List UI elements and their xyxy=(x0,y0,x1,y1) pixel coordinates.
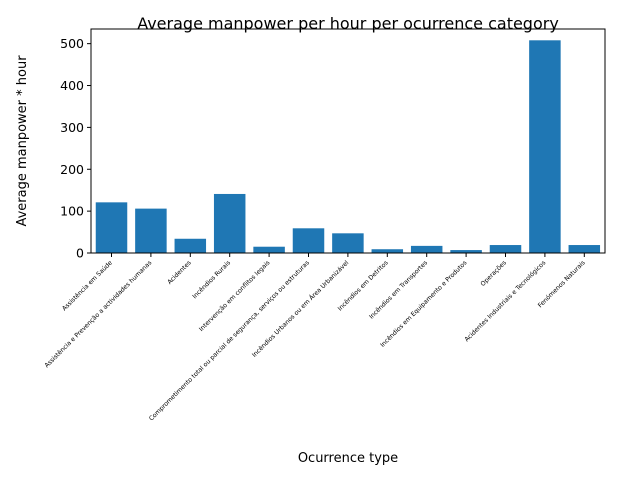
chart-title: Average manpower per hour per ocurrence … xyxy=(137,14,559,33)
x-axis-label: Ocurrence type xyxy=(298,451,398,466)
y-tick-label: 0 xyxy=(76,246,84,261)
bar xyxy=(174,238,207,253)
x-tick-label: Acidentes xyxy=(166,259,192,285)
x-tick-label: Acidentes Industriais e Tecnológicos xyxy=(463,259,548,344)
bar xyxy=(292,228,325,253)
plot-frame xyxy=(90,28,606,254)
x-tick-label: Incêndios Rurais xyxy=(191,259,233,301)
bar xyxy=(529,40,561,253)
y-tick-label: 300 xyxy=(60,120,84,135)
y-tick-label: 400 xyxy=(60,78,84,93)
bar xyxy=(450,250,482,253)
bar xyxy=(253,246,285,253)
x-tick-label: Operações xyxy=(480,259,508,287)
y-tick-label: 100 xyxy=(60,204,84,219)
y-tick-label: 500 xyxy=(60,36,84,51)
bar xyxy=(332,233,364,253)
bars-group xyxy=(95,40,601,253)
x-tick-label: Intervenção em conflitos legais xyxy=(198,259,272,333)
y-axis: 0 100 200 300 400 500 xyxy=(60,36,91,261)
bar xyxy=(135,208,167,253)
bar xyxy=(410,245,443,253)
bar xyxy=(95,202,128,253)
y-tick-label: 200 xyxy=(60,162,84,177)
bar xyxy=(213,193,246,253)
bar xyxy=(568,245,601,253)
y-axis-label: Average manpower * hour xyxy=(15,55,30,227)
bar xyxy=(371,249,404,253)
x-tick-label: Incêndios em Equipamento e Produtos xyxy=(378,259,468,349)
bar xyxy=(489,245,522,253)
